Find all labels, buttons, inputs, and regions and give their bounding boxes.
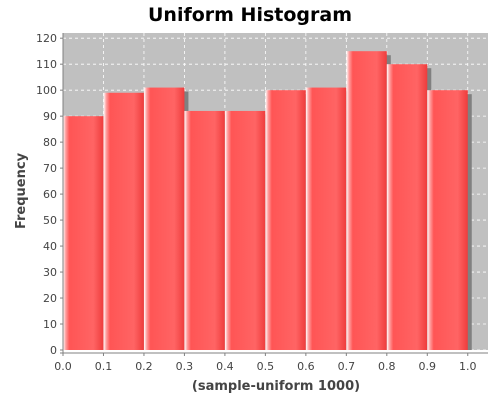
histogram-bar	[184, 110, 225, 350]
x-tick-label: 0.1	[95, 360, 113, 373]
y-tick-label: 60	[43, 188, 57, 201]
histogram-bar	[305, 87, 347, 350]
histogram-bar	[63, 116, 104, 350]
x-tick-label: 0.8	[378, 360, 396, 373]
y-tick-label: 100	[36, 84, 57, 97]
histogram-bar	[103, 92, 144, 350]
x-tick-label: 0.9	[419, 360, 437, 373]
x-tick-label: 0.6	[297, 360, 315, 373]
y-axis-label: Frequency	[14, 152, 29, 229]
y-tick-label: 110	[36, 58, 57, 71]
y-tick-label: 0	[50, 344, 57, 357]
x-tick-label: 0.0	[54, 360, 72, 373]
histogram-bar	[224, 110, 266, 350]
x-tick-label: 0.7	[338, 360, 356, 373]
histogram-bar	[143, 87, 185, 350]
histogram-bar	[386, 64, 428, 350]
y-tick-label: 20	[43, 292, 57, 305]
y-tick-label: 50	[43, 214, 57, 227]
histogram-bar	[427, 90, 468, 350]
y-tick-label: 10	[43, 318, 57, 331]
histogram-bar	[346, 51, 387, 350]
x-tick-label: 0.4	[216, 360, 234, 373]
x-tick-label: 0.3	[176, 360, 194, 373]
x-axis-ticks: 0.0 0.1 0.2 0.3 0.4 0.5 0.6 0.7 0.8 0.9 1.0	[54, 353, 477, 373]
histogram-bars	[63, 51, 468, 350]
x-axis-label: (sample-uniform 1000)	[192, 379, 360, 394]
y-tick-label: 90	[43, 110, 57, 123]
y-tick-label: 80	[43, 136, 57, 149]
x-tick-label: 0.2	[135, 360, 153, 373]
x-tick-label: 0.5	[257, 360, 275, 373]
chart-axes	[60, 33, 488, 354]
y-tick-label: 120	[36, 32, 57, 45]
x-tick-label: 1.0	[459, 360, 477, 373]
y-axis-ticks: 0 10 20 30 40 50 60 70 80 90 100 110 120	[36, 32, 63, 357]
chart-title: Uniform Histogram	[148, 4, 352, 26]
y-tick-label: 30	[43, 266, 57, 279]
histogram-bar	[265, 90, 306, 350]
y-tick-label: 70	[43, 162, 57, 175]
y-tick-label: 40	[43, 240, 57, 253]
